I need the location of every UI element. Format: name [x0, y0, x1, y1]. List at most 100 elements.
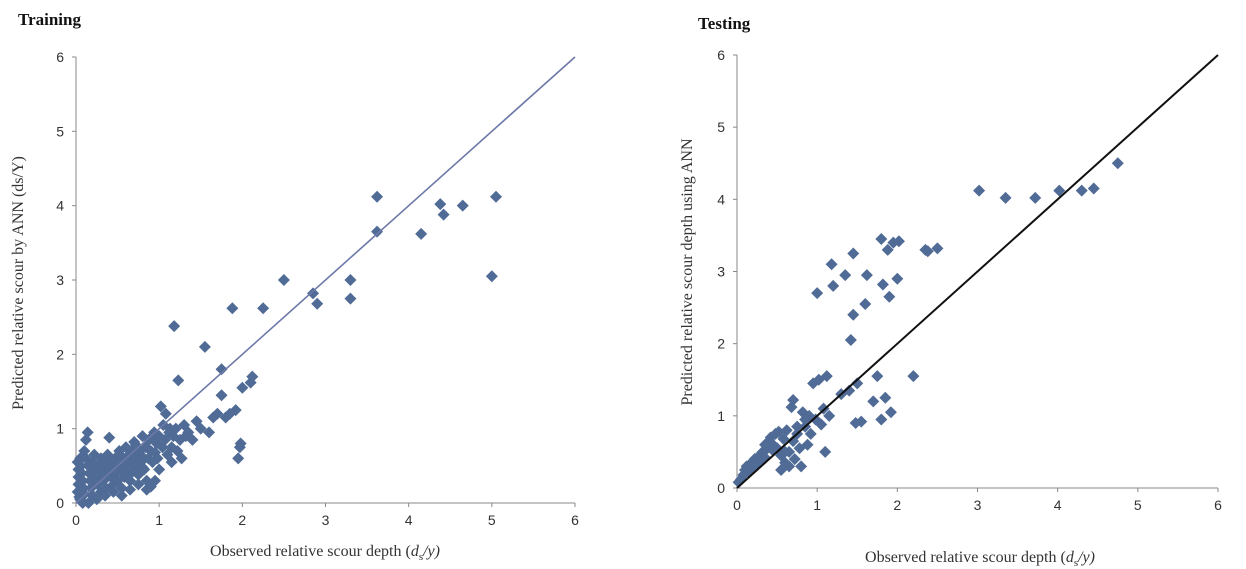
data-point — [215, 389, 228, 402]
data-point — [186, 433, 199, 446]
data-point — [236, 381, 249, 394]
y-tick-label: 0 — [717, 480, 725, 496]
data-point — [229, 404, 242, 417]
data-point — [226, 302, 239, 315]
data-point — [75, 467, 88, 480]
data-point — [121, 467, 134, 480]
data-point — [907, 370, 920, 383]
data-point — [311, 297, 324, 310]
data-point — [203, 426, 216, 439]
data-point — [437, 208, 450, 221]
x-tick-label: 2 — [893, 497, 901, 513]
data-point — [165, 456, 178, 469]
y-tick-label: 6 — [717, 47, 725, 63]
y-tick-label: 3 — [56, 272, 64, 288]
data-point — [129, 439, 142, 452]
data-point — [159, 407, 172, 420]
data-point — [124, 474, 137, 487]
data-point — [277, 274, 290, 286]
data-point — [1053, 184, 1066, 197]
data-point — [168, 320, 181, 333]
testing-title: Testing — [698, 14, 751, 33]
data-point — [172, 374, 185, 387]
data-point — [144, 431, 157, 444]
data-point — [126, 465, 139, 478]
data-point — [344, 274, 357, 286]
data-point — [779, 445, 792, 458]
data-point — [371, 190, 384, 203]
data-point — [107, 485, 120, 498]
data-point — [759, 438, 772, 451]
data-point — [149, 474, 162, 487]
data-point — [344, 292, 357, 305]
data-point — [151, 452, 164, 465]
y-tick-label: 4 — [56, 198, 64, 214]
data-point — [788, 453, 801, 466]
x-tick-label: 3 — [322, 512, 330, 528]
data-point — [76, 474, 89, 487]
data-point — [489, 190, 502, 203]
x-tick-label: 5 — [488, 512, 496, 528]
data-point — [876, 278, 889, 291]
x-tick-label: 0 — [72, 512, 80, 528]
data-point — [211, 407, 224, 420]
data-point — [104, 453, 117, 466]
data-point — [787, 393, 800, 406]
data-point — [1111, 157, 1124, 170]
data-point — [415, 227, 428, 240]
data-point — [175, 452, 188, 465]
data-point — [823, 409, 836, 422]
data-point — [804, 427, 817, 440]
x-tick-label: 6 — [571, 512, 579, 528]
data-point — [103, 431, 116, 444]
training-title: Training — [18, 10, 81, 29]
data-point — [115, 482, 128, 495]
data-point — [879, 391, 892, 404]
testing-panel: Testing 0 1 2 3 4 5 6 0 1 2 3 4 5 6 Predicted relativ… — [679, 14, 1222, 569]
data-point — [1075, 184, 1088, 197]
data-point — [780, 424, 793, 437]
data-point — [82, 497, 95, 509]
data-point — [860, 269, 873, 282]
training-panel: Training 0 1 2 3 4 5 6 0 1 2 3 4 5 6 Predicted relati… — [10, 10, 579, 563]
data-point — [456, 199, 469, 212]
data-point — [881, 243, 894, 256]
data-point — [799, 413, 812, 426]
data-point — [801, 438, 814, 451]
data-point — [783, 460, 796, 473]
data-point — [867, 395, 880, 408]
data-point — [871, 370, 884, 383]
data-point — [847, 247, 860, 260]
data-point — [81, 426, 94, 439]
training-y-axis-label: Predicted relative scour by ANN (ds/Y) — [10, 156, 27, 410]
y-tick-label: 2 — [56, 346, 64, 362]
x-tick-label: 5 — [1134, 497, 1142, 513]
x-tick-label: 4 — [1054, 497, 1062, 513]
testing-y-axis-label: Predicted relative scour depth using ANN — [679, 138, 696, 405]
data-point — [820, 370, 833, 383]
data-point — [74, 459, 87, 472]
data-point — [153, 463, 166, 476]
data-point — [234, 437, 247, 450]
data-point — [124, 483, 137, 496]
data-point — [94, 461, 107, 474]
data-point — [791, 420, 804, 433]
x-tick-label: 3 — [974, 497, 982, 513]
data-point — [194, 422, 207, 435]
data-point — [883, 290, 896, 303]
data-point — [859, 297, 872, 310]
x-tick-label: 2 — [238, 512, 246, 528]
reference-line — [75, 56, 576, 504]
y-tick-label: 0 — [56, 495, 64, 511]
data-point — [90, 493, 103, 506]
data-point — [892, 235, 905, 248]
x-tick-label: 1 — [813, 497, 821, 513]
data-point — [931, 242, 944, 255]
training-x-axis-label: Observed relative scour depth (ds/y) — [210, 543, 440, 563]
data-point — [844, 334, 857, 347]
testing-x-axis-label: Observed relative scour depth (ds/y) — [865, 549, 1095, 569]
data-point — [891, 272, 904, 285]
data-point — [815, 418, 828, 431]
data-point — [772, 425, 785, 438]
